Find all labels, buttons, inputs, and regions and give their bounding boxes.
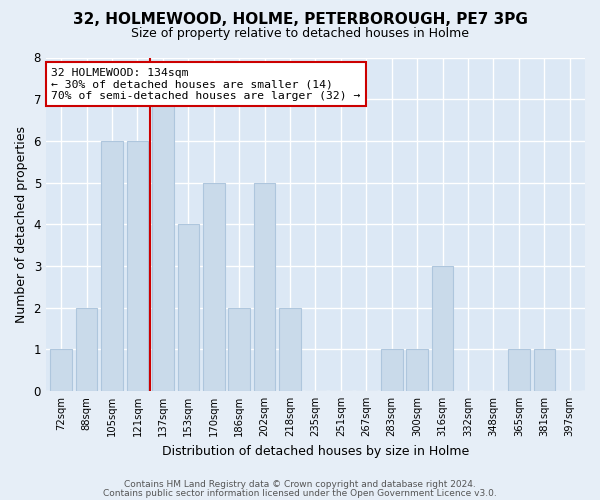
Text: 32, HOLMEWOOD, HOLME, PETERBOROUGH, PE7 3PG: 32, HOLMEWOOD, HOLME, PETERBOROUGH, PE7 … — [73, 12, 527, 28]
Bar — [76, 308, 97, 391]
Bar — [101, 141, 123, 391]
Bar — [533, 350, 555, 391]
Bar — [406, 350, 428, 391]
Bar — [152, 99, 173, 391]
Bar — [381, 350, 403, 391]
X-axis label: Distribution of detached houses by size in Holme: Distribution of detached houses by size … — [162, 444, 469, 458]
Text: Size of property relative to detached houses in Holme: Size of property relative to detached ho… — [131, 28, 469, 40]
Bar — [127, 141, 148, 391]
Text: 32 HOLMEWOOD: 134sqm
← 30% of detached houses are smaller (14)
70% of semi-detac: 32 HOLMEWOOD: 134sqm ← 30% of detached h… — [52, 68, 361, 100]
Bar — [203, 182, 224, 391]
Bar — [279, 308, 301, 391]
Bar — [229, 308, 250, 391]
Bar — [508, 350, 530, 391]
Text: Contains HM Land Registry data © Crown copyright and database right 2024.: Contains HM Land Registry data © Crown c… — [124, 480, 476, 489]
Bar — [50, 350, 72, 391]
Bar — [178, 224, 199, 391]
Y-axis label: Number of detached properties: Number of detached properties — [15, 126, 28, 322]
Bar — [254, 182, 275, 391]
Text: Contains public sector information licensed under the Open Government Licence v3: Contains public sector information licen… — [103, 489, 497, 498]
Bar — [432, 266, 454, 391]
